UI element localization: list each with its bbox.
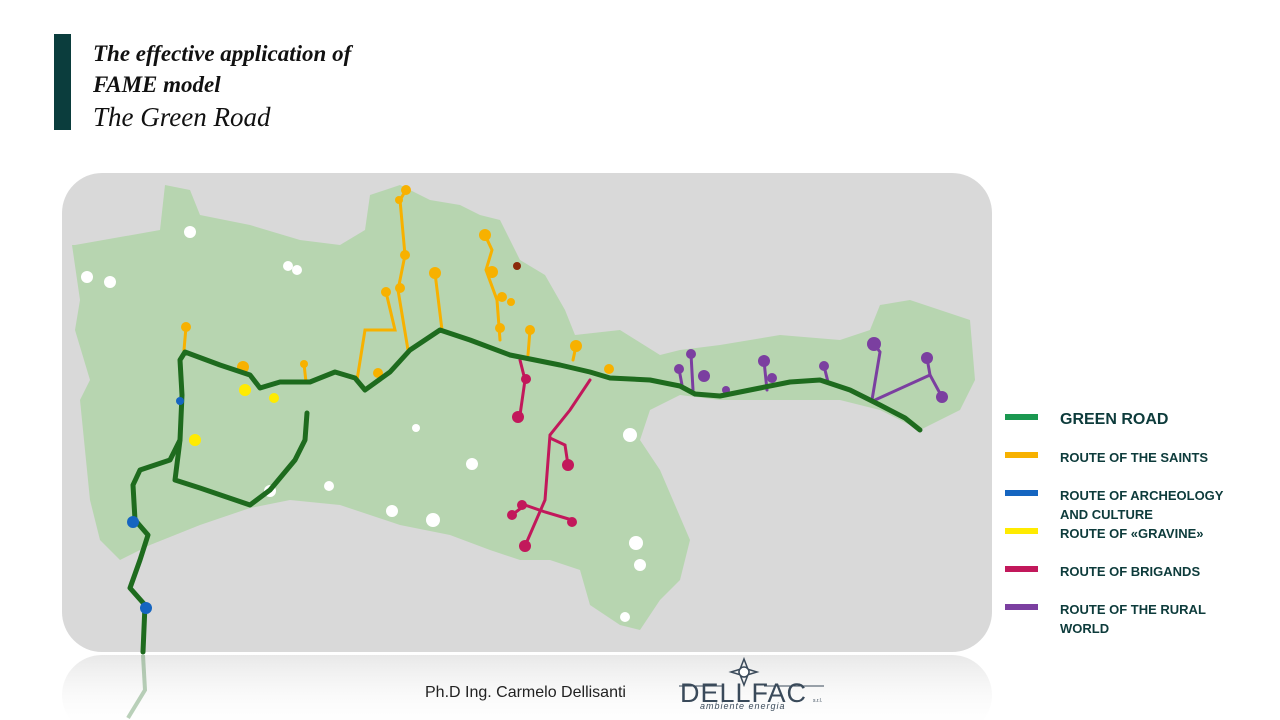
author: Ph.D Ing. Carmelo Dellisanti <box>425 684 626 701</box>
legend-swatch <box>1005 528 1038 534</box>
subtitle: The Green Road <box>93 102 271 132</box>
legend-label: ROUTE OF «GRAVINE» <box>1060 526 1204 541</box>
logo-tagline: ambiente energia <box>700 701 786 711</box>
legend-label: ROUTE OF THE RURAL WORLD <box>1060 602 1206 636</box>
road-reflection <box>126 654 148 720</box>
legend-label: ROUTE OF ARCHEOLOGY AND CULTURE <box>1060 488 1224 522</box>
legend-item: ROUTE OF THE SAINTS <box>1005 448 1275 486</box>
legend-item: ROUTE OF «GRAVINE» <box>1005 524 1275 562</box>
legend-swatch <box>1005 604 1038 610</box>
land <box>72 185 975 630</box>
legend-label: ROUTE OF BRIGANDS <box>1060 564 1201 579</box>
title: The effective application of FAME model <box>93 38 351 100</box>
legend-label: ROUTE OF THE SAINTS <box>1060 450 1209 465</box>
legend-swatch <box>1005 490 1038 496</box>
legend: GREEN ROAD ROUTE OF THE SAINTS ROUTE OF AR… <box>1005 410 1275 638</box>
legend-item: ROUTE OF THE RURAL WORLD <box>1005 600 1275 638</box>
title-line: The effective application of <box>93 41 352 66</box>
legend-swatch <box>1005 566 1038 572</box>
legend-swatch <box>1005 414 1038 420</box>
legend-item: GREEN ROAD <box>1005 410 1275 448</box>
logo <box>679 656 824 688</box>
map-reflection <box>62 655 992 720</box>
logo-suffix: s.r.l. <box>813 698 822 704</box>
title-bar <box>54 34 71 130</box>
route-stops <box>181 185 948 552</box>
title-line: FAME model <box>93 72 221 97</box>
archeology-stops <box>127 397 184 614</box>
towns <box>81 226 646 622</box>
green-road <box>127 327 923 655</box>
legend-swatch <box>1005 452 1038 458</box>
legend-label: GREEN ROAD <box>1060 411 1169 428</box>
legend-item: ROUTE OF ARCHEOLOGY AND CULTURE <box>1005 486 1275 524</box>
legend-item: ROUTE OF BRIGANDS <box>1005 562 1275 600</box>
logo-name: DELLFAC <box>680 678 807 708</box>
